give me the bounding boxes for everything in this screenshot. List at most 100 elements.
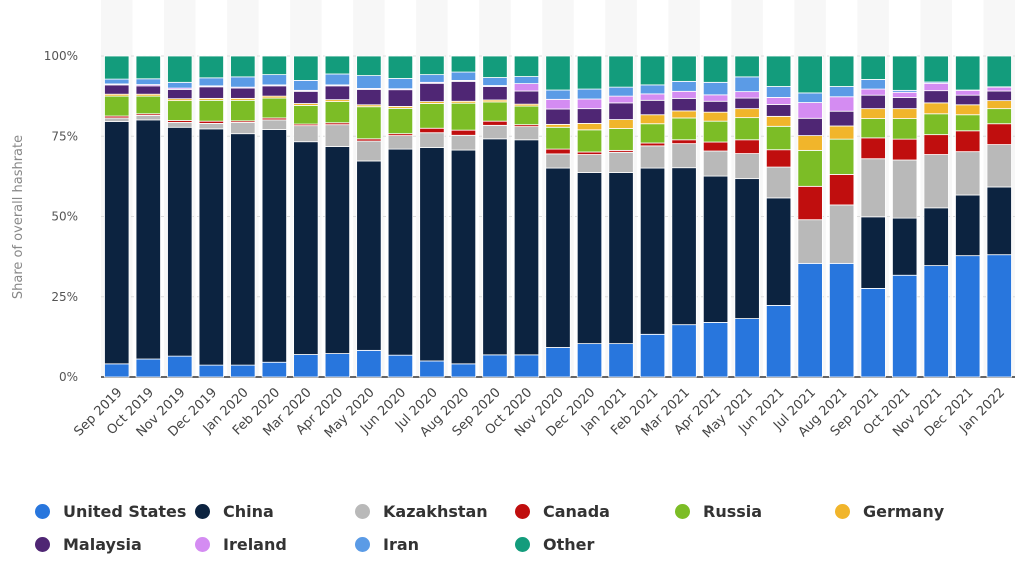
bar-segment-ireland[interactable] (608, 95, 634, 104)
bar-segment-kazakhstan[interactable] (986, 144, 1012, 188)
bar-segment-germany[interactable] (829, 125, 855, 140)
bar-segment-other[interactable] (324, 55, 351, 75)
bar-segment-china[interactable] (955, 194, 981, 257)
bar-segment-united-states[interactable] (104, 363, 130, 378)
bar-segment-russia[interactable] (419, 103, 445, 129)
bar-segment-china[interactable] (576, 172, 603, 345)
bar-segment-malaysia[interactable] (261, 85, 287, 97)
bar-segment-china[interactable] (261, 129, 287, 363)
bar-segment-russia[interactable] (702, 120, 729, 143)
bar-segment-germany[interactable] (671, 110, 697, 119)
bar-segment-united-states[interactable] (892, 274, 918, 378)
bar-segment-iran[interactable] (293, 79, 319, 91)
bar-segment-kazakhstan[interactable] (450, 134, 477, 151)
bar-segment-kazakhstan[interactable] (671, 143, 697, 169)
bar-segment-kazakhstan[interactable] (639, 145, 666, 169)
bar-segment-malaysia[interactable] (892, 97, 918, 110)
bar-segment-ireland[interactable] (765, 97, 792, 105)
bar-segment-other[interactable] (513, 55, 540, 77)
legend-item-united-states[interactable]: United States (35, 502, 186, 521)
bar-segment-other[interactable] (955, 55, 981, 91)
bar-segment-united-states[interactable] (734, 318, 760, 378)
bar-segment-kazakhstan[interactable] (104, 117, 130, 122)
bar-segment-kazakhstan[interactable] (356, 140, 382, 162)
bar-segment-malaysia[interactable] (104, 84, 130, 95)
bar-segment-kazakhstan[interactable] (293, 125, 319, 143)
bar-segment-malaysia[interactable] (419, 82, 445, 102)
bar-segment-iran[interactable] (608, 86, 634, 97)
bar-segment-china[interactable] (419, 147, 445, 362)
bar-segment-canada[interactable] (671, 139, 697, 145)
bar-segment-iran[interactable] (576, 88, 603, 100)
bar-segment-iran[interactable] (860, 79, 886, 90)
bar-segment-united-states[interactable] (419, 360, 445, 378)
bar-segment-other[interactable] (293, 55, 319, 81)
bar-segment-united-states[interactable] (230, 364, 256, 378)
bar-segment-other[interactable] (419, 55, 445, 76)
bar-segment-malaysia[interactable] (324, 85, 351, 101)
bar-segment-other[interactable] (702, 55, 729, 83)
bar-segment-united-states[interactable] (387, 354, 414, 378)
legend-item-other[interactable]: Other (515, 535, 594, 554)
bar-segment-canada[interactable] (986, 123, 1012, 145)
bar-segment-kazakhstan[interactable] (829, 204, 855, 264)
bar-segment-united-states[interactable] (261, 361, 287, 378)
bar-segment-russia[interactable] (955, 114, 981, 132)
bar-segment-germany[interactable] (860, 108, 886, 119)
bar-segment-germany[interactable] (923, 102, 949, 115)
bar-segment-russia[interactable] (261, 97, 287, 119)
bar-segment-germany[interactable] (892, 108, 918, 119)
legend-item-ireland[interactable]: Ireland (195, 535, 287, 554)
bar-segment-iran[interactable] (261, 74, 287, 86)
bar-segment-ireland[interactable] (923, 82, 949, 92)
bar-segment-kazakhstan[interactable] (387, 135, 414, 150)
legend-item-malaysia[interactable]: Malaysia (35, 535, 142, 554)
bar-segment-china[interactable] (765, 197, 792, 306)
bar-segment-united-states[interactable] (198, 364, 224, 378)
bar-segment-russia[interactable] (293, 105, 319, 125)
bar-segment-russia[interactable] (923, 113, 949, 136)
bar-segment-kazakhstan[interactable] (892, 159, 918, 219)
bar-segment-russia[interactable] (608, 128, 634, 151)
bar-segment-russia[interactable] (829, 138, 855, 175)
legend-item-kazakhstan[interactable]: Kazakhstan (355, 502, 488, 521)
bar-segment-malaysia[interactable] (293, 90, 319, 104)
bar-segment-malaysia[interactable] (829, 110, 855, 127)
bar-segment-kazakhstan[interactable] (734, 153, 760, 180)
bar-segment-ireland[interactable] (545, 98, 571, 110)
bar-segment-kazakhstan[interactable] (923, 154, 949, 209)
bar-segment-united-states[interactable] (608, 343, 634, 378)
bar-segment-ireland[interactable] (513, 83, 540, 92)
bar-segment-china[interactable] (671, 167, 697, 326)
bar-segment-canada[interactable] (797, 185, 823, 221)
bar-segment-russia[interactable] (324, 101, 351, 124)
bar-segment-other[interactable] (198, 55, 224, 79)
bar-segment-iran[interactable] (230, 76, 256, 88)
bar-segment-china[interactable] (167, 126, 193, 357)
bar-segment-ireland[interactable] (576, 98, 603, 110)
bar-segment-united-states[interactable] (860, 288, 886, 378)
bar-segment-russia[interactable] (198, 99, 224, 122)
bar-segment-kazakhstan[interactable] (765, 166, 792, 199)
bar-segment-other[interactable] (860, 55, 886, 80)
legend-item-germany[interactable]: Germany (835, 502, 944, 521)
bar-segment-other[interactable] (734, 55, 760, 78)
bar-segment-other[interactable] (135, 55, 161, 80)
bar-segment-malaysia[interactable] (860, 94, 886, 110)
bar-segment-malaysia[interactable] (639, 99, 666, 116)
bar-segment-malaysia[interactable] (955, 94, 981, 106)
bar-segment-united-states[interactable] (639, 333, 666, 378)
bar-segment-iran[interactable] (482, 77, 508, 86)
bar-segment-malaysia[interactable] (702, 100, 729, 113)
bar-segment-ireland[interactable] (986, 86, 1012, 92)
bar-segment-malaysia[interactable] (765, 104, 792, 117)
bar-segment-canada[interactable] (545, 148, 571, 155)
bar-segment-china[interactable] (450, 149, 477, 365)
bar-segment-iran[interactable] (829, 86, 855, 98)
bar-segment-malaysia[interactable] (671, 97, 697, 112)
bar-segment-china[interactable] (702, 175, 729, 323)
bar-segment-malaysia[interactable] (198, 86, 224, 99)
bar-segment-other[interactable] (230, 55, 256, 78)
bar-segment-china[interactable] (356, 160, 382, 351)
bar-segment-united-states[interactable] (450, 363, 477, 378)
